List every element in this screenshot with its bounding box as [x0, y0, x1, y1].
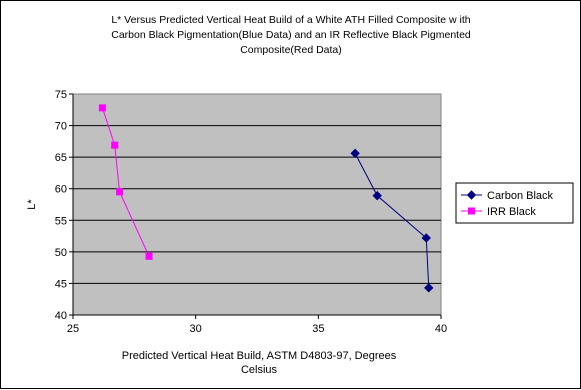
- x-tick-label: 25: [67, 323, 79, 335]
- data-point: [116, 188, 124, 196]
- data-point: [111, 141, 119, 149]
- y-tick-label: 55: [55, 215, 67, 227]
- data-point: [98, 104, 106, 112]
- x-tick-label: 35: [312, 323, 324, 335]
- y-tick-label: 60: [55, 184, 67, 196]
- y-tick-label: 70: [55, 121, 67, 133]
- plot-area: [72, 93, 442, 316]
- legend-marker: [468, 207, 475, 215]
- series-line-irr-black: [101, 107, 150, 257]
- y-axis-label: L*: [26, 199, 38, 210]
- data-point: [372, 190, 382, 201]
- y-tick-label: 75: [55, 89, 67, 101]
- chart-title-line: Composite(Red Data): [240, 44, 342, 56]
- data-point: [421, 233, 431, 243]
- x-axis-label: Celsius: [241, 364, 278, 376]
- legend-entry: IRR Black: [487, 206, 536, 218]
- data-point: [350, 148, 360, 159]
- chart-title-line: L* Versus Predicted Vertical Heat Build …: [111, 14, 470, 26]
- data-point: [424, 283, 434, 293]
- chart-title-line: Carbon Black Pigmentation(Blue Data) and…: [111, 29, 471, 41]
- y-tick-label: 65: [55, 152, 67, 164]
- y-tick-label: 45: [55, 278, 67, 290]
- series-line-carbon-black: [354, 153, 430, 288]
- x-tick-label: 30: [190, 323, 202, 335]
- y-tick-label: 40: [55, 310, 67, 322]
- x-tick-label: 40: [435, 323, 447, 335]
- legend: [455, 182, 574, 224]
- legend-marker: [466, 190, 477, 200]
- y-tick-label: 50: [55, 247, 67, 259]
- legend-entry: Carbon Black: [487, 190, 554, 202]
- data-point: [145, 252, 153, 260]
- x-axis-label: Predicted Vertical Heat Build, ASTM D480…: [122, 350, 397, 362]
